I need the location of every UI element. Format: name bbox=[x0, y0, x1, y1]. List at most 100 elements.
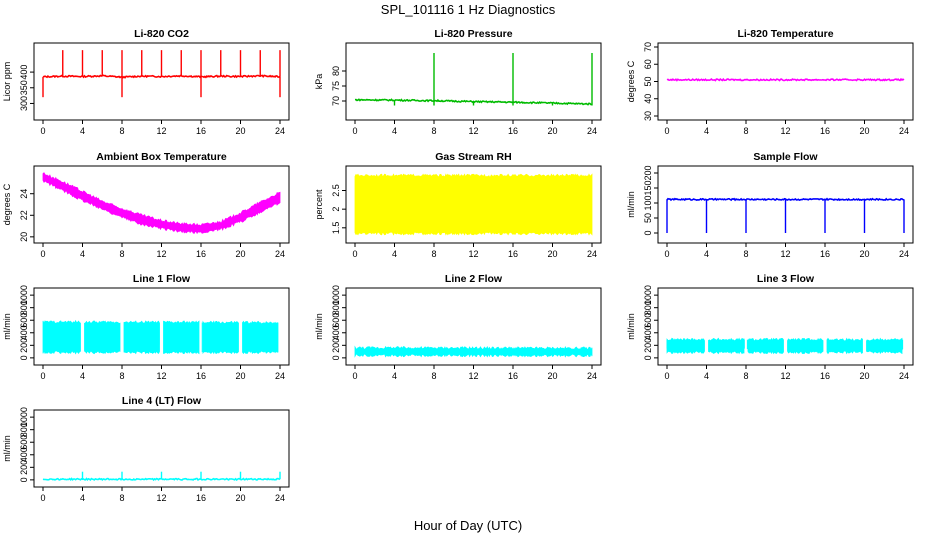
x-axis-caption: Hour of Day (UTC) bbox=[413, 518, 523, 533]
y-tick-label: 2.5 bbox=[331, 184, 341, 197]
x-tick-label: 8 bbox=[431, 126, 436, 136]
plot-frame bbox=[345, 42, 602, 121]
y-axis-label: degrees C bbox=[626, 60, 636, 102]
x-tick-label: 20 bbox=[235, 249, 245, 259]
y-tick-label: 150 bbox=[643, 180, 653, 195]
y-tick-label: 80 bbox=[331, 66, 341, 76]
y-axis-label: ml/min bbox=[626, 313, 636, 340]
x-tick-label: 20 bbox=[235, 126, 245, 136]
x-tick-label: 12 bbox=[468, 126, 478, 136]
x-tick-label: 24 bbox=[275, 493, 285, 503]
x-tick-label: 16 bbox=[196, 249, 206, 259]
x-tick-label: 0 bbox=[352, 371, 357, 381]
y-tick-label: 800 bbox=[19, 422, 29, 437]
x-tick-label: 12 bbox=[780, 249, 790, 259]
y-axis-label: percent bbox=[314, 189, 324, 220]
panel-title: Gas Stream RH bbox=[435, 151, 511, 163]
x-tick-label: 12 bbox=[468, 249, 478, 259]
y-tick-label: 70 bbox=[643, 42, 653, 52]
panel-line3: Line 3 Flow ml/min 0 4 8 12 16 20 24 0 20040060080… bbox=[626, 273, 914, 381]
x-tick-label: 0 bbox=[40, 493, 45, 503]
y-axis-label: ml/min bbox=[2, 435, 12, 462]
x-tick-label: 16 bbox=[196, 371, 206, 381]
panel-rh: Gas Stream RH percent 0 4 8 12 16 20 24 1.5 2 2.5 bbox=[314, 151, 602, 259]
x-tick-label: 24 bbox=[899, 371, 909, 381]
x-tick-label: 4 bbox=[80, 126, 85, 136]
y-tick-label: 400 bbox=[19, 65, 29, 80]
x-tick-label: 0 bbox=[40, 371, 45, 381]
x-tick-label: 16 bbox=[196, 493, 206, 503]
y-tick-label: 200 bbox=[643, 338, 653, 353]
y-tick-label: 24 bbox=[19, 189, 29, 199]
data-band-line3 bbox=[708, 337, 745, 355]
x-tick-label: 16 bbox=[820, 249, 830, 259]
panel-line2: Line 2 Flow ml/min 0 4 8 12 16 20 24 0 20040060080… bbox=[314, 273, 602, 381]
y-tick-label: 200 bbox=[331, 338, 341, 353]
panel-title: Line 2 Flow bbox=[445, 273, 503, 285]
x-tick-label: 20 bbox=[859, 371, 869, 381]
x-tick-label: 0 bbox=[664, 249, 669, 259]
x-tick-label: 8 bbox=[743, 371, 748, 381]
y-tick-label: 800 bbox=[331, 300, 341, 315]
data-line-temperature bbox=[666, 77, 905, 82]
x-tick-label: 20 bbox=[547, 249, 557, 259]
y-tick-label: 50 bbox=[643, 213, 653, 223]
x-tick-label: 24 bbox=[275, 371, 285, 381]
plot-frame bbox=[657, 287, 914, 366]
y-tick-label: 600 bbox=[19, 313, 29, 328]
x-tick-label: 12 bbox=[780, 371, 790, 381]
y-tick-label: 200 bbox=[19, 338, 29, 353]
x-tick-label: 24 bbox=[899, 249, 909, 259]
y-axis-label: degrees C bbox=[2, 183, 12, 225]
y-tick-label: 400 bbox=[643, 325, 653, 340]
y-tick-label: 50 bbox=[643, 76, 653, 86]
y-tick-label: 300 bbox=[19, 96, 29, 111]
y-tick-label: 1000 bbox=[19, 285, 29, 305]
x-tick-label: 24 bbox=[587, 126, 597, 136]
y-tick-label: 0 bbox=[643, 355, 653, 360]
x-tick-label: 16 bbox=[820, 371, 830, 381]
x-tick-label: 0 bbox=[352, 249, 357, 259]
x-tick-label: 4 bbox=[392, 126, 397, 136]
y-tick-label: 0 bbox=[331, 355, 341, 360]
y-tick-label: 22 bbox=[19, 210, 29, 220]
x-tick-label: 0 bbox=[40, 126, 45, 136]
y-tick-label: 350 bbox=[19, 80, 29, 95]
panel-title: Li-820 Pressure bbox=[434, 28, 512, 40]
x-tick-label: 8 bbox=[119, 371, 124, 381]
page-title: SPL_101116 1 Hz Diagnostics bbox=[380, 2, 556, 17]
x-tick-label: 0 bbox=[40, 249, 45, 259]
panel-title: Line 1 Flow bbox=[133, 273, 191, 285]
x-tick-label: 4 bbox=[80, 493, 85, 503]
y-tick-label: 0 bbox=[643, 230, 653, 235]
y-tick-label: 200 bbox=[19, 460, 29, 475]
data-band-line3 bbox=[866, 337, 903, 355]
y-tick-label: 1000 bbox=[643, 285, 653, 305]
x-tick-label: 4 bbox=[704, 249, 709, 259]
x-tick-label: 24 bbox=[587, 249, 597, 259]
y-tick-label: 20 bbox=[19, 232, 29, 242]
x-tick-label: 12 bbox=[156, 493, 166, 503]
y-tick-label: 1.5 bbox=[331, 222, 341, 235]
x-tick-label: 4 bbox=[392, 249, 397, 259]
x-tick-label: 16 bbox=[820, 126, 830, 136]
panel-temperature: Li-820 Temperature degrees C 0 4 8 12 16 20 24 30… bbox=[626, 28, 914, 136]
y-tick-label: 400 bbox=[19, 325, 29, 340]
x-tick-label: 8 bbox=[743, 249, 748, 259]
x-tick-label: 24 bbox=[587, 371, 597, 381]
x-tick-label: 8 bbox=[743, 126, 748, 136]
y-tick-label: 2 bbox=[331, 207, 341, 212]
plot-frame bbox=[33, 165, 290, 244]
y-tick-label: 0 bbox=[19, 355, 29, 360]
y-axis-label: ml/min bbox=[2, 313, 12, 340]
y-tick-label: 70 bbox=[331, 96, 341, 106]
x-tick-label: 8 bbox=[119, 493, 124, 503]
x-tick-label: 8 bbox=[119, 126, 124, 136]
y-tick-label: 800 bbox=[643, 300, 653, 315]
y-axis-label: ml/min bbox=[314, 313, 324, 340]
data-band-line1 bbox=[84, 320, 121, 355]
x-tick-label: 12 bbox=[780, 126, 790, 136]
x-tick-label: 0 bbox=[664, 371, 669, 381]
x-tick-label: 16 bbox=[508, 249, 518, 259]
